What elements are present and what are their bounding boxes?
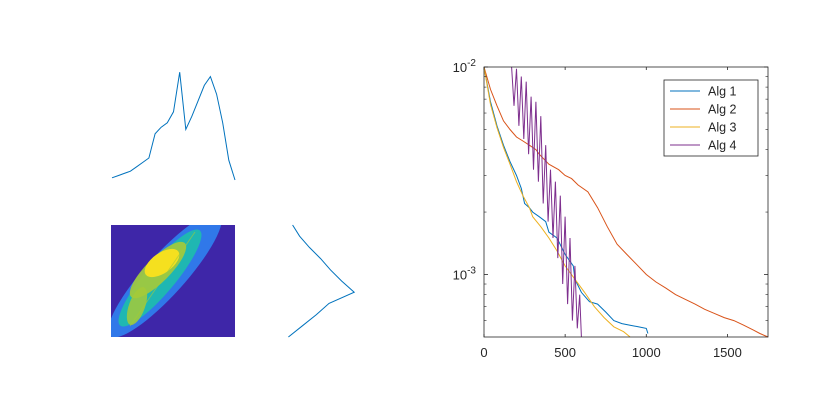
legend: Alg 1 Alg 2 Alg 3 Alg 4 [663, 79, 759, 157]
y-axis-ticks: 10-2 10-3 [453, 58, 768, 321]
y-tick-label: 10-2 [453, 58, 477, 75]
heatmap-peak [144, 248, 180, 278]
legend-label: Alg 2 [708, 103, 737, 117]
x-axis-ticks: 0 500 1000 1500 [480, 67, 742, 360]
top-marginal-line [111, 72, 236, 181]
legend-box [663, 79, 759, 157]
series-group [483, 66, 769, 338]
right-marginal-line [288, 224, 356, 338]
heatmap-ridge-line [129, 231, 196, 327]
right-marginal-plot [288, 224, 356, 338]
legend-label: Alg 3 [708, 121, 737, 135]
top-marginal-plot [111, 72, 236, 181]
heatmap-lower-lobe [126, 287, 148, 325]
series-line-4 [511, 66, 582, 338]
x-tick-label: 1000 [632, 345, 661, 360]
joint-heatmap [111, 225, 235, 337]
series-line-3 [483, 66, 631, 338]
legend-label: Alg 1 [708, 85, 737, 99]
x-tick-label: 500 [554, 345, 576, 360]
x-tick-label: 0 [480, 345, 487, 360]
legend-label: Alg 4 [708, 139, 737, 153]
plot-box [483, 66, 769, 338]
x-tick-label: 1500 [713, 345, 742, 360]
series-line-2 [483, 66, 769, 338]
y-tick-label: 10-3 [453, 266, 477, 283]
